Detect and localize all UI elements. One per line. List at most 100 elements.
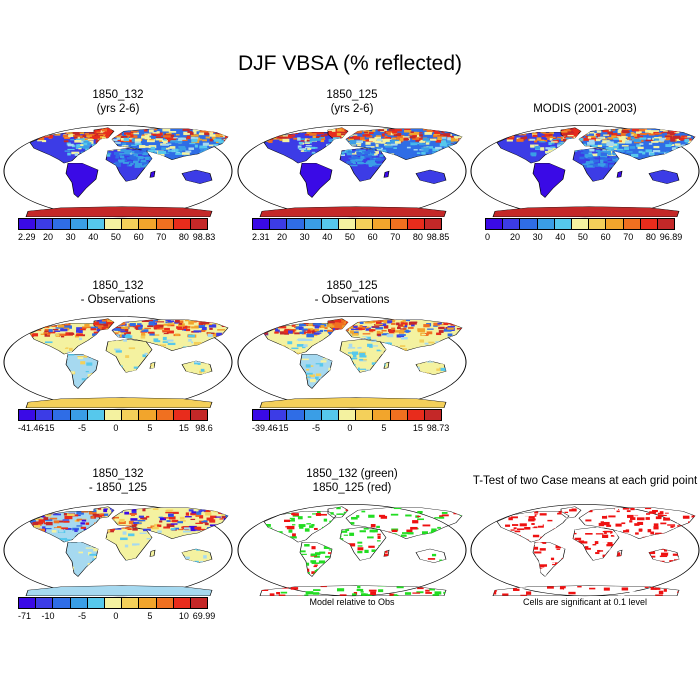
- colorbar-tick-label: 80: [645, 232, 656, 242]
- colorbar-labels: -39.46 -15 -5 0 5 15 98.73: [252, 423, 449, 437]
- colorbar-tick-label: -10: [41, 611, 55, 621]
- colorbar-tick-label: 0: [347, 423, 353, 433]
- colorbar-tick-label: 60: [367, 232, 378, 242]
- world-map: [237, 125, 467, 218]
- colorbar-tick-label: 69.99: [192, 611, 216, 621]
- colorbar-swatch: [156, 219, 174, 229]
- colorbar-swatch: [190, 410, 208, 420]
- colorbar-swatch: [36, 598, 54, 608]
- panel-title-line: 1850_132: [92, 468, 144, 480]
- colorbar-boxes: [485, 218, 675, 230]
- colorbar-tick-label: 40: [322, 232, 333, 242]
- panel-title: 1850_132 - Observations: [0, 279, 254, 307]
- colorbar-swatch: [19, 598, 37, 608]
- panel-note: Cells are significant at 0.1 level: [522, 597, 648, 607]
- colorbar-tick-label: 2.29: [18, 232, 36, 242]
- colorbar-swatch: [19, 410, 37, 420]
- colorbar-swatch: [373, 410, 391, 420]
- colorbar: 2.31 20 30 40 50 60 70 80 98.85: [252, 218, 449, 248]
- panel-1850-132: 1850_132 (yrs 2-6) 2.29 20 30 40 50 60 70 80 98.…: [2, 88, 234, 278]
- colorbar-labels: 2.31 20 30 40 50 60 70 80 98.85: [252, 232, 449, 246]
- colorbar-swatch: [190, 219, 208, 229]
- colorbar-boxes: [18, 597, 208, 609]
- colorbar-swatch: [287, 410, 305, 420]
- colorbar-swatch: [554, 219, 572, 229]
- colorbar-tick-label: 5: [381, 423, 387, 433]
- panel-note: Model relative to Obs: [309, 597, 395, 607]
- world-map: [3, 316, 233, 409]
- colorbar-tick-label: 30: [299, 232, 310, 242]
- colorbar-swatch: [53, 219, 71, 229]
- colorbar-tick-label: 5: [147, 611, 153, 621]
- colorbar-tick-label: 98.6: [195, 423, 213, 433]
- colorbar-tick-label: 20: [276, 232, 288, 242]
- colorbar-swatch: [520, 219, 538, 229]
- panel-title-line: 1850_132 (green): [306, 468, 398, 480]
- colorbar-swatch: [486, 219, 504, 229]
- colorbar-tick-label: 96.89: [659, 232, 683, 242]
- colorbar-swatch: [122, 219, 140, 229]
- colorbar-boxes: [18, 409, 208, 421]
- colorbar-tick-label: 50: [577, 232, 588, 242]
- colorbar-tick-label: -5: [77, 423, 86, 433]
- world-map: [237, 504, 467, 597]
- colorbar-swatch: [304, 410, 322, 420]
- colorbar-swatch: [321, 410, 339, 420]
- panel-title-line: (yrs 2-6): [96, 103, 140, 115]
- colorbar-swatch: [122, 598, 140, 608]
- colorbar-swatch: [623, 219, 641, 229]
- colorbar-labels: 0 20 30 40 50 60 70 80 96.89: [485, 232, 682, 246]
- panel-title: MODIS (2001-2003): [449, 102, 700, 116]
- colorbar-swatch: [407, 410, 425, 420]
- colorbar-swatch: [87, 219, 105, 229]
- colorbar-labels: -41.46 -15 -5 0 5 15 98.6: [18, 423, 213, 437]
- panel-title: 1850_132 (green) 1850_125 (red): [216, 467, 488, 495]
- colorbar-tick-label: 80: [412, 232, 423, 242]
- world-map: [3, 125, 233, 218]
- colorbar: 0 20 30 40 50 60 70 80 96.89: [485, 218, 682, 248]
- colorbar-tick-label: -5: [77, 611, 86, 621]
- colorbar-tick-label: 98.85: [426, 232, 450, 242]
- panel-title-line: 1850_125: [326, 89, 378, 101]
- colorbar-tick-label: 40: [88, 232, 99, 242]
- colorbar-swatch: [139, 410, 157, 420]
- colorbar: 2.29 20 30 40 50 60 70 80 98.83: [18, 218, 215, 248]
- colorbar-swatch: [53, 598, 71, 608]
- colorbar-tick-label: 10: [178, 611, 189, 621]
- panel-title: 1850_132 - 1850_125: [0, 467, 254, 495]
- panel-title-line: T-Test of two Case means at each grid po…: [472, 475, 698, 487]
- panel-1850-125-minus-obs: 1850_125 - Observations -39.46 -15 -5 0 5 15 9…: [236, 279, 468, 469]
- colorbar-swatch: [606, 219, 624, 229]
- colorbar-swatch: [36, 219, 54, 229]
- world-map: [3, 504, 233, 597]
- colorbar-swatch: [571, 219, 590, 229]
- colorbar: -39.46 -15 -5 0 5 15 98.73: [252, 409, 449, 439]
- colorbar-tick-label: 70: [156, 232, 167, 242]
- panel-case-difference: 1850_132 - 1850_125 -71 -10 -5 0 5 10 69.99: [2, 467, 234, 657]
- colorbar-swatch: [503, 219, 521, 229]
- colorbar-swatch: [173, 219, 191, 229]
- colorbar-swatch: [640, 219, 658, 229]
- colorbar-tick-label: 70: [623, 232, 634, 242]
- colorbar-swatch: [139, 219, 157, 229]
- colorbar-swatch: [424, 219, 442, 229]
- colorbar-tick-label: 5: [147, 423, 153, 433]
- colorbar-swatch: [270, 219, 288, 229]
- colorbar-swatch: [36, 410, 54, 420]
- colorbar-tick-label: 20: [509, 232, 521, 242]
- panel-title-line: MODIS (2001-2003): [533, 103, 637, 115]
- panel-title-line: - Observations: [314, 294, 390, 306]
- colorbar-swatch: [87, 410, 105, 420]
- colorbar-tick-label: 0: [113, 423, 119, 433]
- colorbar-swatch: [424, 410, 442, 420]
- figure-title: DJF VBSA (% reflected): [237, 52, 463, 75]
- colorbar-tick-label: 60: [600, 232, 611, 242]
- colorbar-swatch: [173, 598, 191, 608]
- colorbar-tick-label: -39.46: [252, 423, 278, 433]
- colorbar-tick-label: 30: [65, 232, 76, 242]
- panel-1850-125: 1850_125 (yrs 2-6) 2.31 20 30 40 50 60 70 80 98.…: [236, 88, 468, 278]
- colorbar-swatch: [173, 410, 191, 420]
- colorbar-tick-label: 80: [178, 232, 189, 242]
- colorbar-labels: -71 -10 -5 0 5 10 69.99: [18, 611, 215, 625]
- colorbar-tick-label: 50: [110, 232, 121, 242]
